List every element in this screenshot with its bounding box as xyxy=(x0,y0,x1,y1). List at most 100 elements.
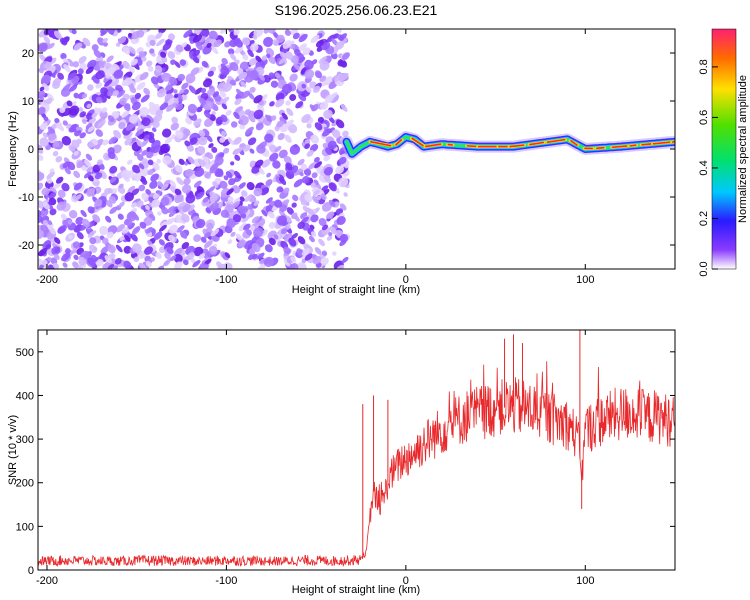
noise-blob xyxy=(136,29,145,38)
noise-blob xyxy=(123,260,132,269)
noise-blob xyxy=(246,182,255,191)
noise-blob xyxy=(195,218,206,229)
noise-blob xyxy=(116,90,126,98)
noise-blob xyxy=(140,94,150,103)
noise-blob xyxy=(258,141,267,150)
noise-blob xyxy=(269,152,279,162)
noise-blob xyxy=(117,213,124,220)
noise-blob xyxy=(162,155,172,165)
noise-blob xyxy=(95,82,103,89)
signal-core-red xyxy=(411,137,426,148)
noise-blob xyxy=(161,72,171,82)
noise-blob xyxy=(302,47,311,56)
noise-blob xyxy=(253,187,263,197)
noise-blob xyxy=(238,71,247,80)
noise-blob xyxy=(59,106,66,114)
colorbar: 0.0 0.2 0.4 0.6 0.8 Normalized spectral ampl… xyxy=(698,28,749,277)
noise-blob xyxy=(102,139,109,146)
noise-blob xyxy=(121,110,130,118)
colorbar-tick-label: 0.4 xyxy=(698,160,710,175)
noise-blob xyxy=(159,102,169,111)
noise-blob xyxy=(181,184,192,194)
noise-blob xyxy=(292,194,299,202)
noise-blob xyxy=(48,42,55,49)
noise-blob xyxy=(122,60,130,69)
noise-blob xyxy=(76,231,84,240)
noise-blob xyxy=(176,225,185,233)
noise-blob xyxy=(283,187,290,194)
noise-blob xyxy=(162,128,172,138)
noise-blob xyxy=(164,218,173,226)
noise-blob xyxy=(327,140,337,150)
noise-blob xyxy=(156,158,161,164)
noise-blob xyxy=(118,183,124,189)
noise-blob xyxy=(209,114,216,121)
noise-blob xyxy=(235,233,243,242)
noise-blob xyxy=(248,69,259,80)
noise-blob xyxy=(339,203,347,211)
noise-blob xyxy=(178,158,185,165)
noise-blob xyxy=(138,163,145,170)
noise-blob xyxy=(149,48,155,54)
snr-ytick-label: 300 xyxy=(16,434,34,446)
noise-blob xyxy=(226,188,234,196)
noise-blob xyxy=(43,116,49,122)
noise-blob xyxy=(244,240,254,250)
snr-series xyxy=(38,330,675,568)
noise-blob xyxy=(197,146,205,155)
noise-blob xyxy=(183,128,191,137)
noise-blob xyxy=(326,211,335,219)
noise-blob xyxy=(100,87,109,97)
colorbar-label: Normalized spectral amplitude xyxy=(737,75,749,223)
noise-blob xyxy=(145,42,151,48)
noise-blob xyxy=(264,133,274,143)
noise-blob xyxy=(281,112,288,120)
noise-blob xyxy=(138,262,146,269)
noise-blob xyxy=(198,253,206,260)
noise-blob xyxy=(85,122,93,129)
noise-blob xyxy=(310,231,317,237)
noise-blob xyxy=(283,259,291,267)
spectrogram-ytick-label: 10 xyxy=(22,96,34,108)
noise-blob xyxy=(108,136,118,145)
noise-blob xyxy=(324,166,333,176)
noise-blob xyxy=(338,156,347,165)
noise-blob xyxy=(168,224,179,234)
signal-core-red xyxy=(546,138,566,143)
noise-blob xyxy=(297,158,305,166)
noise-blob xyxy=(310,34,320,44)
noise-blob xyxy=(86,103,92,109)
noise-blob xyxy=(326,235,333,241)
noise-blob xyxy=(118,121,126,130)
noise-blob xyxy=(304,253,313,261)
noise-blob xyxy=(221,57,228,65)
noise-blob xyxy=(153,231,163,241)
noise-blob xyxy=(194,167,205,177)
noise-blob xyxy=(184,140,191,147)
noise-blob xyxy=(260,187,270,196)
noise-blob xyxy=(322,128,332,137)
noise-blob xyxy=(38,231,45,240)
noise-blob xyxy=(211,46,219,55)
noise-blob xyxy=(336,29,342,34)
noise-blob xyxy=(316,165,325,175)
noise-blob xyxy=(219,180,228,189)
noise-blob xyxy=(168,76,178,86)
noise-blob xyxy=(339,72,349,82)
noise-blob xyxy=(109,165,118,174)
noise-blob xyxy=(251,216,260,223)
noise-blob xyxy=(62,58,71,67)
noise-blob xyxy=(68,144,76,152)
colorbar-tick-label: 0.6 xyxy=(698,110,710,125)
noise-blob xyxy=(266,115,273,122)
noise-blob xyxy=(69,101,77,108)
noise-blob xyxy=(131,227,141,235)
noise-blob xyxy=(247,137,257,146)
noise-blob xyxy=(132,164,141,174)
noise-blob xyxy=(109,176,117,183)
noise-blob xyxy=(55,176,64,184)
noise-blob xyxy=(239,61,249,71)
noise-blob xyxy=(113,69,124,79)
noise-blob xyxy=(298,43,307,52)
noise-blob xyxy=(309,144,319,152)
